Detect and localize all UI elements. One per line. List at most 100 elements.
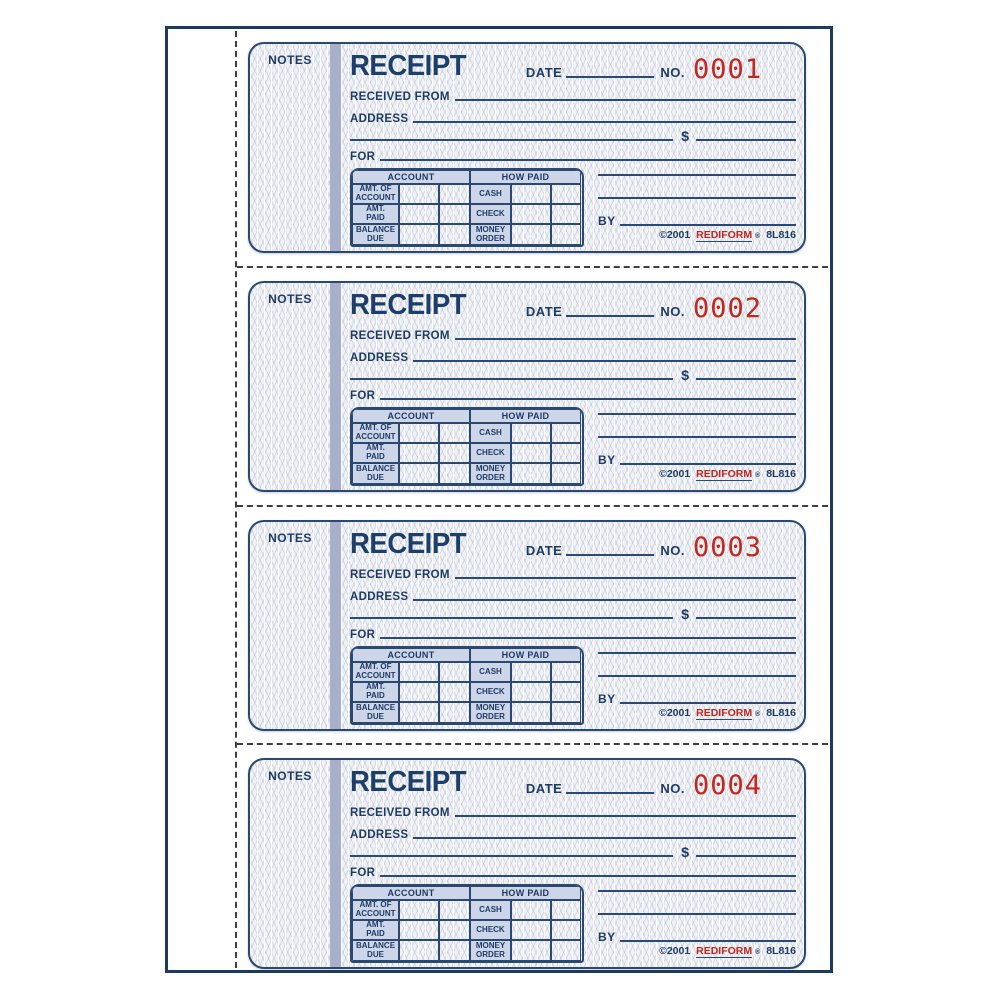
table-cell-empty: [399, 204, 439, 224]
by-blank-line: [619, 940, 796, 942]
dollar-sign: $: [681, 605, 689, 622]
by-label: BY: [598, 930, 616, 944]
account-header-cell: ACCOUNT: [352, 886, 470, 900]
lower-section: ACCOUNT HOW PAID AMT. OF ACCOUNT CASH AM…: [350, 884, 796, 963]
table-cell-empty: [399, 682, 439, 702]
title-row: RECEIPT DATE NO. 0004: [350, 764, 796, 799]
address-label: ADDRESS: [350, 590, 409, 603]
for-row: FOR: [350, 383, 796, 403]
for-label: FOR: [350, 629, 376, 641]
notes-stub: NOTES: [250, 760, 330, 967]
received-from-blank-line: [454, 814, 796, 817]
signature-column: BY ©2001 REDIFORM ® 8L816: [584, 884, 796, 963]
table-cell-empty: [439, 224, 470, 245]
table-cell-empty: [551, 204, 581, 224]
amount-row: $: [350, 604, 796, 622]
how-paid-header-cell: HOW PAID: [470, 886, 581, 900]
extra-blank-line: [598, 652, 796, 654]
date-blank-line: [566, 553, 655, 556]
table-cell-empty: [551, 443, 581, 463]
money-order-label-cell: MONEY ORDER: [470, 224, 511, 245]
extra-blank-line: [598, 413, 796, 415]
rediform-logo: REDIFORM: [696, 229, 753, 242]
table-cell-empty: [399, 662, 439, 682]
for-blank-line: [380, 398, 796, 400]
signature-column: BY ©2001 REDIFORM ® 8L816: [584, 168, 796, 247]
by-row: BY: [598, 213, 796, 228]
receipt-title: RECEIPT: [350, 527, 467, 560]
notes-label: NOTES: [268, 769, 312, 783]
check-label-cell: CHECK: [470, 204, 511, 224]
table-cell-empty: [511, 184, 551, 204]
receipt-number: 0003: [692, 531, 762, 563]
table-cell-empty: [439, 920, 470, 940]
date-blank-line: [566, 314, 655, 317]
extra-blank-line: [598, 197, 796, 199]
date-number-group: DATE NO. 0003: [526, 534, 762, 561]
receipt-book-page: NOTES RECEIPT DATE NO. 0001 RECEIVED FRO…: [165, 26, 833, 973]
how-paid-header-cell: HOW PAID: [470, 409, 581, 423]
payment-table: ACCOUNT HOW PAID AMT. OF ACCOUNT CASH AM…: [350, 168, 584, 247]
date-blank-line: [566, 791, 655, 794]
notes-stub: NOTES: [250, 44, 330, 251]
dollar-sign: $: [681, 843, 689, 860]
date-number-group: DATE NO. 0002: [526, 295, 762, 322]
received-from-blank-line: [454, 98, 796, 101]
address-label: ADDRESS: [350, 112, 409, 125]
payment-table: ACCOUNT HOW PAID AMT. OF ACCOUNT CASH AM…: [350, 884, 584, 963]
rediform-logo: REDIFORM: [696, 945, 753, 958]
how-paid-header-cell: HOW PAID: [470, 648, 581, 662]
table-cell-empty: [399, 900, 439, 920]
cash-label-cell: CASH: [470, 662, 511, 682]
by-row: BY: [598, 452, 796, 467]
by-label: BY: [598, 453, 616, 467]
table-cell-empty: [399, 920, 439, 940]
receipt-tear-line: [237, 266, 828, 268]
address-blank-line: [413, 836, 796, 839]
extra-blank-line: [598, 890, 796, 892]
how-paid-header-cell: HOW PAID: [470, 170, 581, 184]
by-label: BY: [598, 214, 616, 228]
notes-stub: NOTES: [250, 283, 330, 490]
balance-due-label-cell: BALANCE DUE: [352, 940, 399, 961]
date-number-group: DATE NO. 0001: [526, 56, 762, 83]
notes-label: NOTES: [268, 292, 312, 306]
received-from-blank-line: [454, 337, 796, 340]
address-row: ADDRESS: [350, 820, 796, 842]
receipt-body: RECEIPT DATE NO. 0002 RECEIVED FROM ADDR…: [350, 287, 796, 486]
by-row: BY: [598, 929, 796, 944]
receipt-title: RECEIPT: [350, 49, 467, 82]
dollar-sign: $: [681, 127, 689, 144]
copyright-text: ©2001: [659, 468, 691, 480]
for-row: FOR: [350, 860, 796, 880]
table-cell-empty: [511, 940, 551, 961]
received-from-label: RECEIVED FROM: [350, 806, 450, 819]
address-blank-line: [413, 359, 796, 362]
dollar-sign: $: [681, 366, 689, 383]
date-label: DATE: [525, 303, 563, 319]
received-from-label: RECEIVED FROM: [350, 90, 450, 103]
for-row: FOR: [350, 622, 796, 642]
registered-mark: ®: [755, 711, 761, 718]
extra-blank-line: [598, 174, 796, 176]
by-blank-line: [619, 463, 796, 465]
copyright-text: ©2001: [659, 707, 691, 719]
receipt-body: RECEIPT DATE NO. 0001 RECEIVED FROM ADDR…: [350, 48, 796, 247]
balance-due-label-cell: BALANCE DUE: [352, 224, 399, 245]
lower-section: ACCOUNT HOW PAID AMT. OF ACCOUNT CASH AM…: [350, 407, 796, 486]
money-order-label-cell: MONEY ORDER: [470, 702, 511, 723]
amount-row: $: [350, 365, 796, 383]
table-cell-empty: [551, 463, 581, 484]
table-cell-empty: [511, 702, 551, 723]
table-cell-empty: [551, 682, 581, 702]
received-from-label: RECEIVED FROM: [350, 329, 450, 342]
receipt-number: 0001: [692, 53, 762, 85]
amount-words-blank-line: [350, 854, 674, 857]
registered-mark: ®: [755, 472, 761, 479]
stub-divider-bar: [330, 283, 341, 490]
receipt-title: RECEIPT: [350, 288, 467, 321]
table-cell-empty: [551, 423, 581, 443]
footer-line: ©2001 REDIFORM ® 8L816: [598, 707, 796, 720]
registered-mark: ®: [755, 949, 761, 956]
account-header-cell: ACCOUNT: [352, 409, 470, 423]
